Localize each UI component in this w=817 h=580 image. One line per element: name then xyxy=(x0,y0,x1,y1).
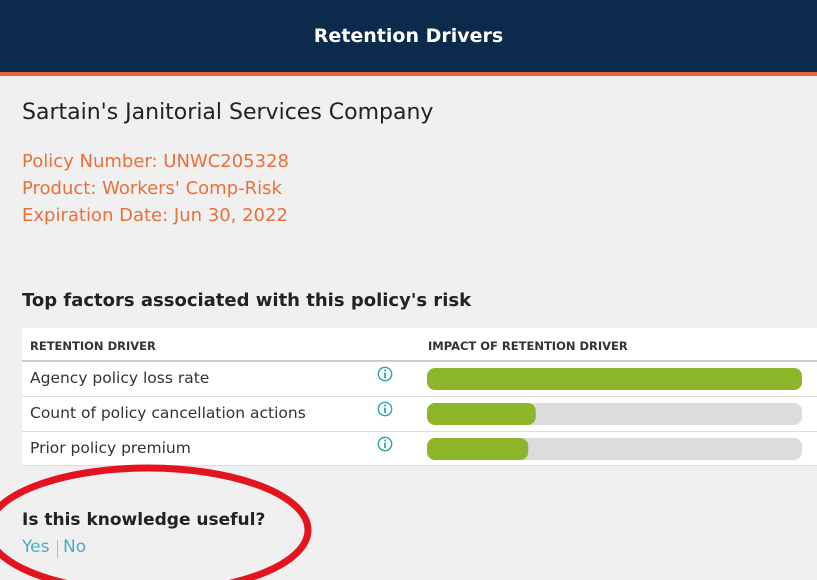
info-glyph xyxy=(377,436,393,452)
company-name: Sartain's Janitorial Services Company xyxy=(22,100,434,125)
driver-name: Prior policy premium xyxy=(30,439,191,457)
policy-number: Policy Number: UNWC205328 xyxy=(22,151,289,172)
info-icon[interactable] xyxy=(377,366,393,386)
option-separator xyxy=(57,540,58,558)
row-divider xyxy=(22,431,817,432)
header-bar xyxy=(0,0,817,76)
column-header: RETENTION DRIVER xyxy=(30,339,156,353)
no-option[interactable]: No xyxy=(63,537,87,557)
column-header: IMPACT OF RETENTION DRIVER xyxy=(428,339,628,353)
section-title: Top factors associated with this policy'… xyxy=(22,290,472,311)
driver-name: Agency policy loss rate xyxy=(30,369,210,387)
row-divider xyxy=(22,396,817,397)
info-glyph xyxy=(377,401,393,417)
info-icon[interactable] xyxy=(377,401,393,421)
driver-name: Count of policy cancellation actions xyxy=(30,404,306,422)
header-title: Retention Drivers xyxy=(313,25,504,47)
row-divider xyxy=(22,465,817,466)
feedback-question: Is this knowledge useful? xyxy=(22,510,266,530)
product: Product: Workers' Comp-Risk xyxy=(22,178,282,199)
yes-option[interactable]: Yes xyxy=(22,537,50,557)
expiration-date: Expiration Date: Jun 30, 2022 xyxy=(22,205,288,226)
info-glyph xyxy=(377,366,393,382)
info-icon[interactable] xyxy=(377,436,393,456)
header-divider xyxy=(22,360,817,362)
